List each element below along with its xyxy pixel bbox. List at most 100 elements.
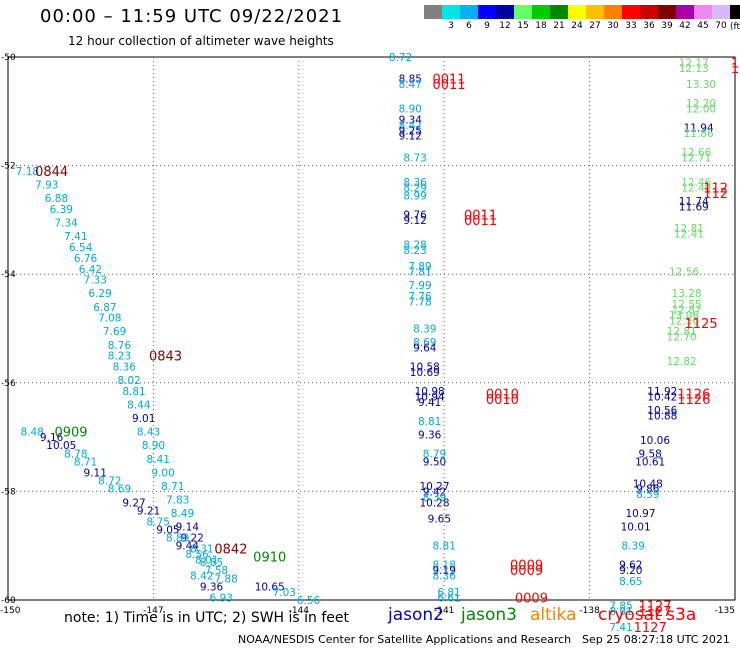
colorbar-tick-label: 6 bbox=[466, 21, 472, 31]
swh-value-label: 9.34 bbox=[399, 114, 423, 126]
swh-value-label: 8.69 bbox=[413, 337, 436, 349]
swh-value-label: 8.78 bbox=[64, 448, 87, 460]
swh-value-label: 11.94 bbox=[684, 123, 714, 135]
swh-value-label: 9.11 bbox=[84, 467, 107, 479]
colorbar-swatch bbox=[694, 5, 712, 19]
colorbar-swatch bbox=[514, 5, 532, 19]
swh-value-label: 9.22 bbox=[180, 533, 203, 545]
colorbar-tick-label: 24 bbox=[571, 21, 583, 31]
swh-value-label: 10.48 bbox=[633, 478, 663, 490]
swh-value-label: 6.81 bbox=[437, 587, 460, 599]
swh-value-label: 8.89 bbox=[166, 533, 189, 545]
chart-subtitle: 12 hour collection of altimeter wave hei… bbox=[68, 34, 334, 48]
colorbar-swatch bbox=[730, 5, 740, 19]
swh-value-label: 12.00 bbox=[686, 104, 716, 116]
colorbar-tick-label: 27 bbox=[589, 21, 601, 31]
swh-value-label: 12.81 bbox=[667, 326, 697, 338]
colorbar-tick-label: 45 bbox=[697, 21, 709, 31]
swh-value-label: 7.83 bbox=[166, 495, 189, 507]
swh-value-label: 9.25 bbox=[399, 125, 422, 137]
colorbar-tick-label: 42 bbox=[679, 21, 691, 31]
swh-value-label: 7.99 bbox=[408, 280, 431, 292]
swh-value-label: 10.56 bbox=[647, 405, 677, 417]
swh-value-label: 6.56 bbox=[297, 595, 321, 607]
time-label: 0844 bbox=[35, 165, 68, 180]
swh-value-label: 7.76 bbox=[408, 291, 432, 303]
y-tick-label: -52 bbox=[1, 162, 16, 172]
swh-value-label: 10.01 bbox=[621, 522, 651, 534]
colorbar-swatch bbox=[676, 5, 694, 19]
swh-value-label: 8.36 bbox=[433, 571, 457, 583]
plot-frame bbox=[7, 56, 736, 601]
swh-value-label: 10.65 bbox=[255, 581, 285, 593]
colorbar-swatch bbox=[478, 5, 496, 19]
swh-value-label: 7.33 bbox=[84, 275, 107, 287]
swh-value-label: 10.88 bbox=[647, 410, 677, 422]
swh-value-label: 9.58 bbox=[638, 448, 661, 460]
time-label: 1126 bbox=[677, 388, 710, 403]
swh-value-label: 12.41 bbox=[674, 228, 704, 240]
swh-value-label: 12.55 bbox=[672, 299, 702, 311]
swh-value-label: 8.81 bbox=[122, 386, 145, 398]
colorbar-tick-label: 18 bbox=[535, 21, 547, 31]
swh-value-label: 8.23 bbox=[108, 351, 131, 363]
swh-value-label: 11.92 bbox=[647, 386, 677, 398]
swh-value-label: 8.99 bbox=[403, 190, 426, 202]
swh-value-label: 8.02 bbox=[117, 375, 140, 387]
time-label: 0009 bbox=[510, 564, 543, 579]
colorbar-labels: 3 6 9 12 15 18 21 24 27 30 33 36 39 42 45 70 bbox=[424, 19, 740, 31]
chart-title: 00:00 – 11:59 UTC 09/22/2021 bbox=[40, 6, 344, 27]
colorbar-swatch bbox=[712, 5, 730, 19]
swh-value-label: 10.05 bbox=[46, 440, 76, 452]
swh-value-label: 7.18 bbox=[16, 166, 39, 178]
swh-value-label: 6.93 bbox=[210, 592, 233, 604]
swh-value-label: 9.27 bbox=[122, 497, 145, 509]
swh-value-label: 7.78 bbox=[408, 296, 431, 308]
swh-value-label: 8.56 bbox=[185, 549, 209, 561]
swh-value-label: 8.43 bbox=[137, 427, 160, 439]
time-label: 1127 bbox=[638, 605, 671, 620]
swh-value-label: 10.61 bbox=[635, 457, 665, 469]
swh-value-label: 8.59 bbox=[636, 489, 659, 501]
swh-value-label: 13.30 bbox=[686, 79, 716, 91]
swh-value-label: 8.29 bbox=[403, 182, 426, 194]
swh-value-label: 12.20 bbox=[686, 98, 716, 110]
swh-value-label: 8.65 bbox=[619, 576, 642, 588]
swh-value-label: 8.39 bbox=[423, 492, 446, 504]
swh-value-label: 9.44 bbox=[176, 541, 200, 553]
swh-value-label: 7.41 bbox=[609, 622, 632, 634]
swh-value-label: 6.54 bbox=[69, 242, 93, 254]
swh-value-label: 8.75 bbox=[147, 516, 170, 528]
swh-value-label: 9.36 bbox=[200, 581, 224, 593]
swh-value-label: 7.41 bbox=[64, 231, 87, 243]
time-label: 0010 bbox=[486, 393, 519, 408]
swh-value-label: 10.42 bbox=[647, 391, 677, 403]
swh-value-label: 8.90 bbox=[142, 440, 165, 452]
swh-value-label: 13.06 bbox=[669, 310, 699, 322]
swh-value-label: 8.71 bbox=[74, 457, 97, 469]
legend-item: jason3 bbox=[461, 605, 517, 625]
swh-value-label: 9.14 bbox=[176, 522, 200, 534]
swh-value-label: 9.12 bbox=[399, 131, 422, 143]
swh-value-label: 12.82 bbox=[667, 356, 697, 368]
swh-value-label: 10.28 bbox=[419, 497, 449, 509]
swh-value-label: 10.27 bbox=[419, 481, 449, 493]
swh-value-label: 8.49 bbox=[171, 508, 194, 520]
swh-value-label: 9.12 bbox=[403, 215, 426, 227]
swh-value-label: 8.76 bbox=[108, 340, 132, 352]
swh-value-label: 8.18 bbox=[433, 560, 456, 572]
swh-value-label: 8.39 bbox=[622, 541, 645, 553]
swh-value-label: 8.72 bbox=[389, 52, 412, 64]
time-label: 0011 bbox=[432, 78, 465, 93]
note-text: note: 1) Time is in UTC; 2) SWH is in fe… bbox=[64, 610, 350, 626]
swh-value-label: 6.87 bbox=[93, 302, 116, 314]
swh-value-label: 12.71 bbox=[681, 152, 711, 164]
y-tick-label: -58 bbox=[1, 487, 16, 497]
colorbar-swatch bbox=[460, 5, 478, 19]
colorbar-tick-label: 30 bbox=[607, 21, 619, 31]
colorbar-tick-label: 36 bbox=[643, 21, 655, 31]
credit-text: NOAA/NESDIS Center for Satellite Applica… bbox=[238, 633, 572, 646]
timestamp-text: Sep 25 08:27:18 UTC 2021 bbox=[582, 633, 730, 646]
time-label: 1 bbox=[731, 56, 739, 71]
